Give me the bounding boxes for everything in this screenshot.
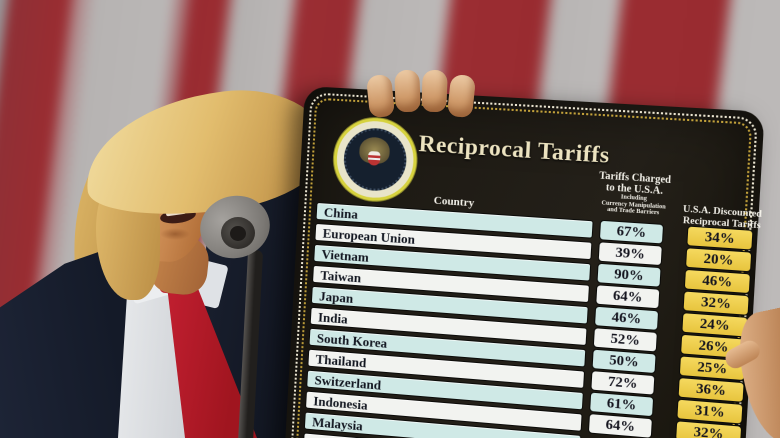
charged-value: 64%	[587, 412, 653, 438]
charged-value: 67%	[598, 219, 665, 245]
chin	[160, 228, 190, 240]
microphone-capsule	[230, 226, 246, 241]
tariff-board: Reciprocal Tariffs Country Tariffs Charg…	[281, 86, 765, 438]
finger	[421, 69, 448, 113]
finger	[365, 73, 396, 119]
tariff-table: China 67% 34% European Union 39% 20% Vie…	[281, 86, 764, 438]
finger	[394, 69, 421, 113]
